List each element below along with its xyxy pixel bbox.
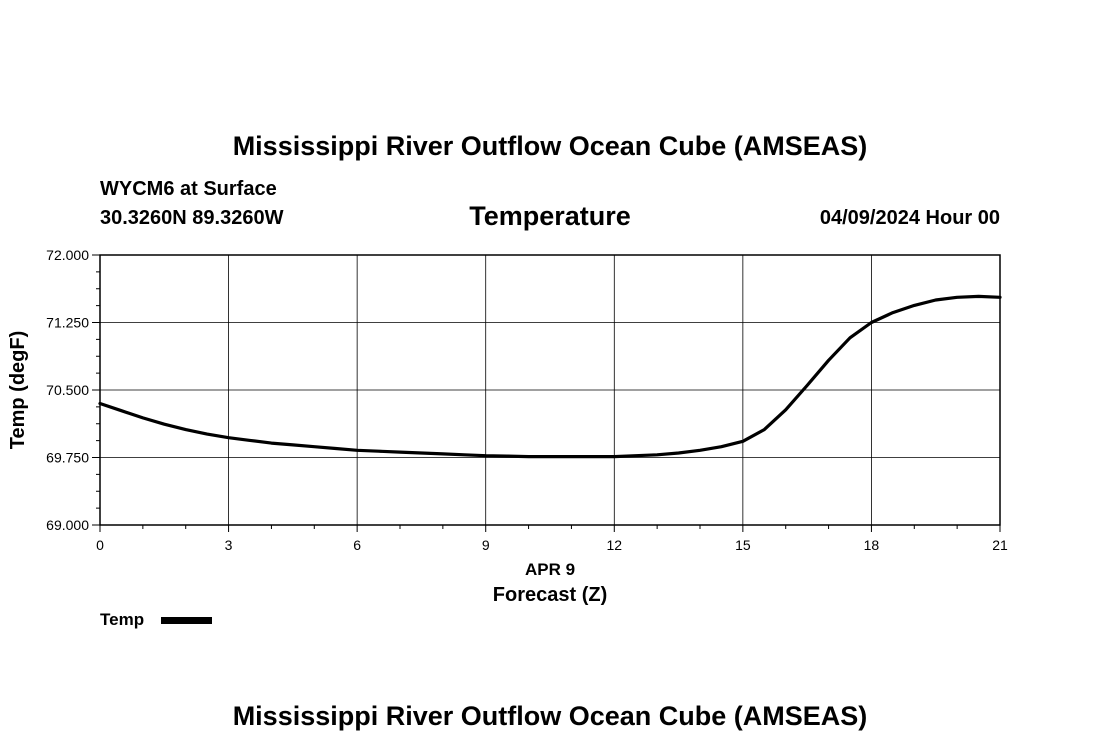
chart-title: Temperature [469,201,631,231]
y-tick-labels: 69.000 69.750 70.500 71.250 72.000 [46,247,89,533]
station-label: WYCM6 at Surface [100,178,277,200]
y-tick-label: 70.500 [46,382,89,398]
x-tick-label: 12 [606,537,622,553]
y-axis-title: Temp (degF) [7,331,29,450]
y-tick-label: 71.250 [46,315,89,331]
x-tick-label: 15 [735,537,751,553]
datetime-label: 04/09/2024 Hour 00 [820,207,1000,229]
x-tick-label: 0 [96,537,104,553]
x-tick-label: 9 [482,537,490,553]
x-tick-labels: 0 3 6 9 12 15 18 21 [96,537,1008,553]
grid-lines [99,254,1001,526]
plot-frame [99,254,1001,526]
footer-title: Mississippi River Outflow Ocean Cube (AM… [233,701,868,731]
coordinates-label: 30.3260N 89.3260W [100,207,284,229]
y-tick-label: 69.000 [46,517,89,533]
legend-label-temp: Temp [100,610,144,629]
x-tick-label: 6 [353,537,361,553]
x-date-label: APR 9 [525,560,575,579]
x-tick-label: 21 [992,537,1008,553]
y-tick-label: 72.000 [46,247,89,263]
x-axis-title: Forecast (Z) [493,584,607,606]
main-title: Mississippi River Outflow Ocean Cube (AM… [233,131,868,161]
series-line-temp [98,294,1002,459]
legend-swatch-temp [161,617,212,624]
x-tick-label: 3 [225,537,233,553]
series-layer [98,294,1002,459]
y-tick-label: 69.750 [46,450,89,466]
x-tick-label: 18 [864,537,880,553]
